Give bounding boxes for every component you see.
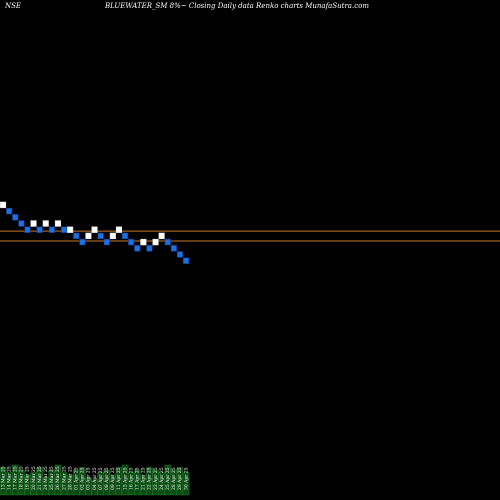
- x-tick-label: 09 Apr 25: [110, 467, 116, 490]
- renko-brick-down: [134, 245, 141, 252]
- x-tick-label: 30 Apr 25: [183, 467, 189, 490]
- renko-brick-up: [85, 232, 92, 240]
- renko-brick-down: [48, 226, 55, 233]
- x-tick-label: 21 Apr 25: [141, 467, 147, 490]
- renko-brick-up: [109, 232, 116, 240]
- renko-brick-up: [67, 226, 74, 233]
- x-tick-label: 11 Apr 25: [116, 467, 122, 490]
- renko-brick-down: [183, 257, 190, 264]
- renko-brick-up: [115, 226, 122, 233]
- x-tick-label: 17 Apr 25: [134, 467, 140, 490]
- renko-brick-down: [73, 232, 80, 240]
- x-tick-label: 13 Mar 25: [0, 466, 6, 490]
- x-tick-label: 01 Apr 25: [73, 467, 79, 490]
- renko-brick-up: [54, 220, 62, 227]
- renko-bricks: [0, 201, 190, 264]
- x-tick-label: 28 Apr 25: [171, 467, 177, 490]
- x-tick-label: 19 Mar 25: [25, 466, 31, 490]
- x-tick-label: 27 Mar 25: [61, 466, 67, 490]
- x-axis-labels: 13 Mar 25 14 Mar 25 17 Mar 25 18 Mar 25 19 M…: [0, 466, 189, 490]
- renko-brick-up: [30, 220, 37, 227]
- renko-brick-up: [91, 226, 98, 233]
- x-tick-label: 24 Apr 25: [159, 467, 165, 490]
- x-tick-label: 14 Mar 25: [6, 466, 12, 490]
- x-tick-label: 15 Apr 25: [122, 467, 128, 490]
- x-tick-label: 02 Apr 25: [80, 467, 86, 490]
- renko-brick-up: [42, 220, 49, 227]
- x-tick-label: 23 Apr 25: [153, 467, 159, 490]
- renko-brick-down: [12, 214, 19, 221]
- x-tick-label: 20 Mar 25: [31, 466, 37, 490]
- renko-brick-down: [60, 226, 68, 233]
- x-tick-label: 17 Mar 25: [12, 466, 18, 490]
- renko-brick-down: [103, 238, 110, 246]
- x-tick-label: 16 Apr 25: [128, 467, 134, 490]
- x-tick-label: 21 Mar 25: [37, 466, 43, 490]
- exchange-label: NSE: [5, 2, 22, 10]
- renko-brick-up: [140, 238, 147, 246]
- x-tick-label: 03 Apr 25: [86, 467, 92, 490]
- x-tick-label: 18 Mar 25: [19, 466, 25, 490]
- renko-brick-down: [24, 226, 31, 233]
- renko-brick-down: [176, 251, 183, 258]
- x-tick-label: 25 Mar 25: [49, 466, 55, 490]
- x-tick-label: 22 Apr 25: [147, 467, 153, 490]
- volume-bar: [182, 472, 190, 496]
- renko-brick-up: [0, 201, 7, 209]
- volume-bars: [0, 464, 190, 496]
- renko-brick-down: [79, 238, 86, 246]
- chart-title: BLUEWATER_SM 8%~ Closing Daily data Renk…: [105, 2, 369, 10]
- x-tick-label: 26 Mar 25: [55, 466, 61, 490]
- x-tick-label: 08 Apr 25: [104, 467, 110, 490]
- renko-brick-down: [18, 220, 25, 227]
- x-tick-label: 28 Mar 25: [67, 466, 73, 490]
- renko-brick-down: [36, 226, 43, 233]
- x-tick-label: 29 Apr 25: [177, 467, 183, 490]
- renko-brick-up: [152, 238, 159, 246]
- renko-brick-down: [164, 238, 171, 246]
- renko-brick-down: [146, 245, 153, 252]
- x-tick-label: 04 Apr 25: [92, 467, 98, 490]
- renko-brick-up: [158, 232, 165, 240]
- x-tick-label: 07 Apr 25: [98, 467, 104, 490]
- renko-brick-down: [6, 207, 13, 215]
- renko-brick-down: [122, 232, 129, 240]
- renko-brick-down: [128, 238, 135, 246]
- renko-brick-down: [97, 232, 104, 240]
- x-tick-label: 24 Mar 25: [43, 466, 49, 490]
- x-tick-label: 25 Apr 25: [165, 467, 171, 490]
- renko-brick-down: [170, 245, 177, 252]
